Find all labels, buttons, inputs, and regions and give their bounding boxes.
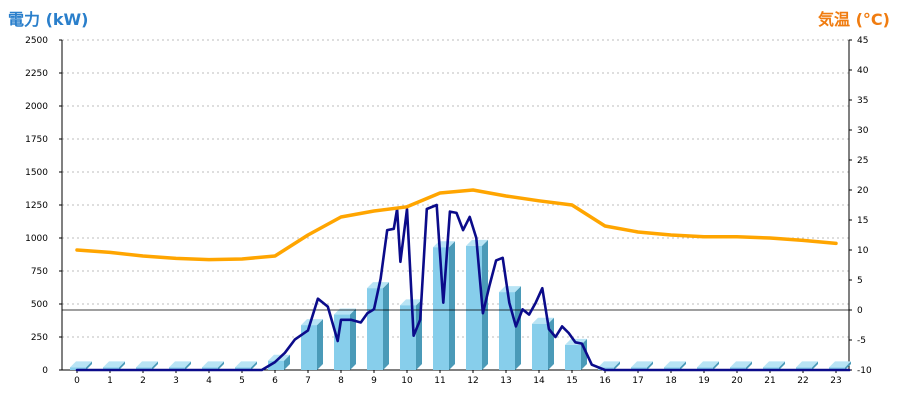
bar-hour-5 — [235, 361, 257, 370]
bar-hour-17 — [631, 361, 653, 370]
bar-hour-19 — [697, 361, 719, 370]
left-tick-label: 1750 — [25, 135, 48, 145]
right-tick-label: 15 — [857, 216, 868, 226]
left-tick-label: 0 — [42, 366, 48, 376]
bar-hour-7 — [301, 319, 323, 370]
x-tick-label: 4 — [206, 376, 212, 386]
x-tick-label: 20 — [731, 376, 743, 386]
bar-hour-9 — [367, 282, 389, 370]
x-tick-label: 6 — [272, 376, 278, 386]
bar-hour-11 — [433, 241, 455, 370]
x-tick-label: 17 — [632, 376, 643, 386]
x-tick-label: 19 — [698, 376, 710, 386]
x-tick-label: 1 — [107, 376, 113, 386]
bar-hour-23 — [829, 361, 851, 370]
bar-hour-18 — [664, 361, 686, 370]
bar-hour-22 — [796, 361, 818, 370]
left-tick-label: 1000 — [25, 234, 48, 244]
temperature-line — [75, 188, 838, 262]
left-tick-label: 1250 — [25, 201, 48, 211]
right-tick-label: -10 — [857, 366, 872, 376]
left-tick-label: 2500 — [25, 36, 48, 46]
x-tick-label: 11 — [434, 376, 445, 386]
right-tick-label: 10 — [857, 246, 869, 256]
right-tick-label: 40 — [857, 66, 869, 76]
x-tick-label: 16 — [599, 376, 611, 386]
x-tick-label: 22 — [797, 376, 808, 386]
left-tick-label: 2250 — [25, 69, 48, 79]
right-tick-label: 20 — [857, 186, 869, 196]
left-tick-label: 1500 — [25, 168, 48, 178]
x-tick-label: 2 — [140, 376, 146, 386]
right-tick-label: 0 — [857, 306, 863, 316]
x-tick-label: 5 — [239, 376, 245, 386]
x-tick-label: 10 — [401, 376, 413, 386]
bar-hour-2 — [136, 361, 158, 370]
left-tick-label: 250 — [31, 333, 48, 343]
power-line — [75, 203, 851, 372]
x-tick-label: 9 — [371, 376, 377, 386]
left-tick-label: 750 — [31, 267, 48, 277]
bar-hour-1 — [103, 361, 125, 370]
x-tick-label: 12 — [467, 376, 478, 386]
right-tick-label: -5 — [857, 336, 866, 346]
right-tick-label: 25 — [857, 156, 868, 166]
left-tick-label: 2000 — [25, 102, 48, 112]
x-tick-label: 0 — [74, 376, 80, 386]
right-tick-label: 5 — [857, 276, 863, 286]
right-tick-label: 45 — [857, 36, 868, 46]
bar-hour-0 — [70, 361, 92, 370]
left-tick-label: 500 — [31, 300, 48, 310]
right-tick-label: 30 — [857, 126, 869, 136]
x-tick-label: 8 — [338, 376, 344, 386]
x-tick-label: 7 — [305, 376, 311, 386]
x-tick-label: 3 — [173, 376, 179, 386]
bar-hour-21 — [763, 361, 785, 370]
right-tick-label: 35 — [857, 96, 868, 106]
x-tick-label: 13 — [500, 376, 511, 386]
x-tick-label: 14 — [533, 376, 545, 386]
bar-hour-16 — [598, 361, 620, 370]
x-tick-label: 23 — [830, 376, 841, 386]
bar-hour-4 — [202, 361, 224, 370]
left-axis-title: 電力 (kW) — [8, 10, 89, 29]
x-tick-label: 21 — [764, 376, 775, 386]
bar-hour-3 — [169, 361, 191, 370]
x-tick-label: 15 — [566, 376, 577, 386]
bar-hour-14 — [532, 317, 554, 370]
bar-hour-20 — [730, 361, 752, 370]
right-axis-title: 気温 (°C) — [818, 10, 890, 29]
x-tick-label: 18 — [665, 376, 677, 386]
